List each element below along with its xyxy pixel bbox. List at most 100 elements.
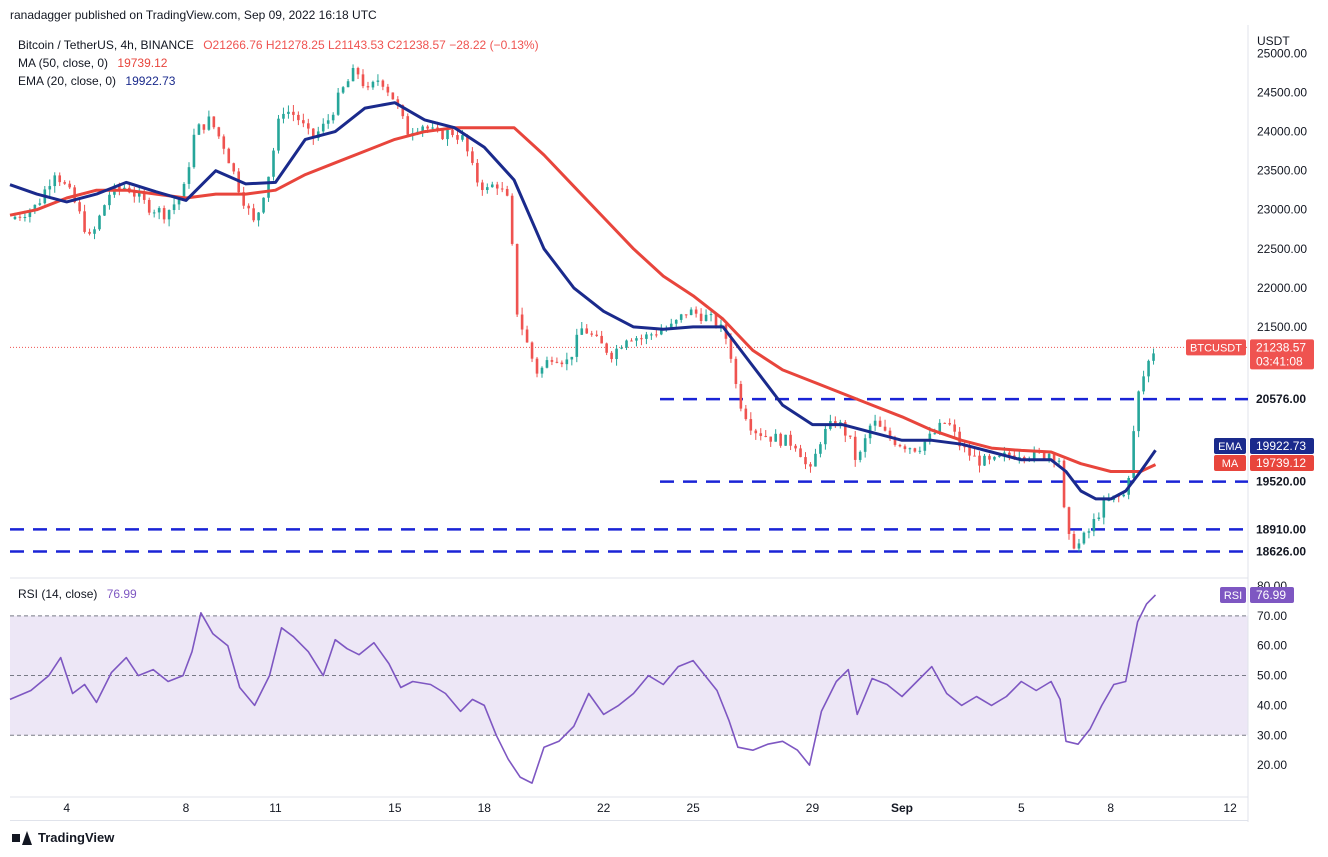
candle-body — [714, 314, 718, 326]
symbol-tag[interactable]: BTCUSDT — [1186, 339, 1246, 356]
price-tick-label: 24000.00 — [1257, 125, 1307, 139]
candle-body — [993, 456, 996, 460]
price-unit-label: USDT — [1257, 34, 1290, 48]
candle-body — [1032, 450, 1036, 459]
candle-body — [68, 183, 71, 188]
indicator-name-bg — [1214, 438, 1246, 454]
tradingview-logo-icon — [12, 830, 32, 845]
candle-body — [1062, 460, 1066, 508]
candle-body — [620, 347, 623, 349]
time-tick-label: 15 — [388, 801, 402, 815]
candle-body — [471, 151, 474, 163]
candle-body — [933, 433, 937, 435]
candle-body — [819, 444, 822, 454]
candle-body — [689, 309, 693, 316]
ema-line[interactable] — [9, 101, 1157, 501]
candle-body — [625, 340, 628, 348]
candle-body — [307, 123, 310, 129]
last-price-value: 21238.57 — [1256, 340, 1306, 354]
candle-body — [63, 182, 66, 184]
rsi-line[interactable] — [9, 594, 1157, 784]
candle-body — [645, 334, 648, 339]
rsi-value: 76.99 — [106, 587, 137, 601]
candle-body — [734, 358, 738, 384]
bottom-border — [10, 820, 1248, 821]
candle-body — [998, 455, 1001, 457]
indicator-name-bg — [1214, 455, 1246, 471]
candle-body — [799, 448, 802, 458]
indicator-tag[interactable]: EMA 19922.73 — [1214, 438, 1314, 454]
support-tag: 19520.00 — [1250, 473, 1312, 490]
rsi-tick-label: 40.00 — [1257, 698, 1287, 712]
candle-body — [1047, 453, 1051, 459]
candle-body — [311, 128, 315, 139]
time-tick-label: 29 — [806, 801, 820, 815]
candle-body — [878, 420, 882, 427]
candle-body — [93, 229, 96, 234]
candle-body — [351, 68, 355, 82]
candle-body — [192, 134, 196, 168]
support-tag: 18626.00 — [1250, 543, 1312, 560]
ma-row[interactable]: MA (50, close, 0) 19739.12 — [18, 54, 539, 72]
candle-body — [23, 216, 27, 218]
symbol-label[interactable]: Bitcoin / TetherUS, 4h, BINANCE — [18, 38, 194, 52]
candle-body — [888, 430, 892, 439]
candle-body — [147, 199, 151, 213]
candle-body — [356, 68, 360, 75]
rsi-tick-label: 50.00 — [1257, 669, 1287, 683]
candle-body — [669, 323, 673, 329]
rsi-tag[interactable]: RSI 76.99 — [1220, 586, 1294, 603]
candle-body — [610, 352, 613, 360]
candle-body — [277, 118, 280, 151]
candle-body — [873, 420, 877, 426]
candle-body — [1008, 452, 1011, 456]
candle-body — [426, 126, 429, 129]
candle-body — [640, 338, 643, 340]
candle-body — [1132, 431, 1135, 478]
support-tag-bg — [1250, 391, 1312, 408]
candle-body — [963, 446, 966, 448]
candle-body — [207, 116, 211, 130]
candle-body — [222, 136, 226, 149]
candle-body — [764, 435, 768, 437]
support-tag: 18910.00 — [1250, 521, 1312, 538]
time-tick-label: 8 — [183, 801, 190, 815]
price-tick-label: 23000.00 — [1257, 203, 1307, 217]
candle-body — [660, 330, 663, 335]
time-tick-label: Sep — [891, 801, 913, 815]
candle-body — [495, 184, 499, 189]
support-tag: 20576.00 — [1250, 391, 1312, 408]
candle-body — [227, 148, 231, 164]
candle-body — [858, 451, 862, 460]
time-tick-label: 12 — [1223, 801, 1237, 815]
candle-body — [1082, 532, 1086, 544]
candle-body — [157, 208, 161, 213]
ma-line[interactable] — [9, 126, 1157, 473]
ema-row[interactable]: EMA (20, close, 0) 19922.73 — [18, 72, 539, 90]
ohlc-values: O21266.76 H21278.25 L21143.53 C21238.57 … — [203, 38, 539, 52]
candle-body — [978, 455, 981, 466]
candle-body — [481, 182, 484, 191]
candle-body — [386, 86, 390, 93]
rsi-legend[interactable]: RSI (14, close) 76.99 — [18, 587, 137, 601]
candle-body — [272, 150, 275, 177]
candle-body — [331, 114, 335, 121]
candle-body — [78, 202, 81, 212]
candle-body — [973, 455, 976, 457]
candle-body — [779, 433, 782, 446]
candle-body — [28, 210, 32, 217]
tradingview-footer[interactable]: TradingView — [12, 830, 114, 845]
price-tick-label: 22000.00 — [1257, 281, 1307, 295]
candle-body — [177, 198, 181, 205]
candle-body — [38, 203, 42, 205]
candle-body — [918, 450, 922, 452]
candle-body — [814, 453, 817, 467]
candle-body — [1022, 457, 1026, 459]
indicator-tag[interactable]: MA 19739.12 — [1214, 455, 1314, 471]
candle-body — [366, 86, 370, 88]
candle-body — [108, 194, 111, 206]
candle-body — [247, 205, 250, 209]
indicator-name-label: MA — [1222, 458, 1239, 470]
